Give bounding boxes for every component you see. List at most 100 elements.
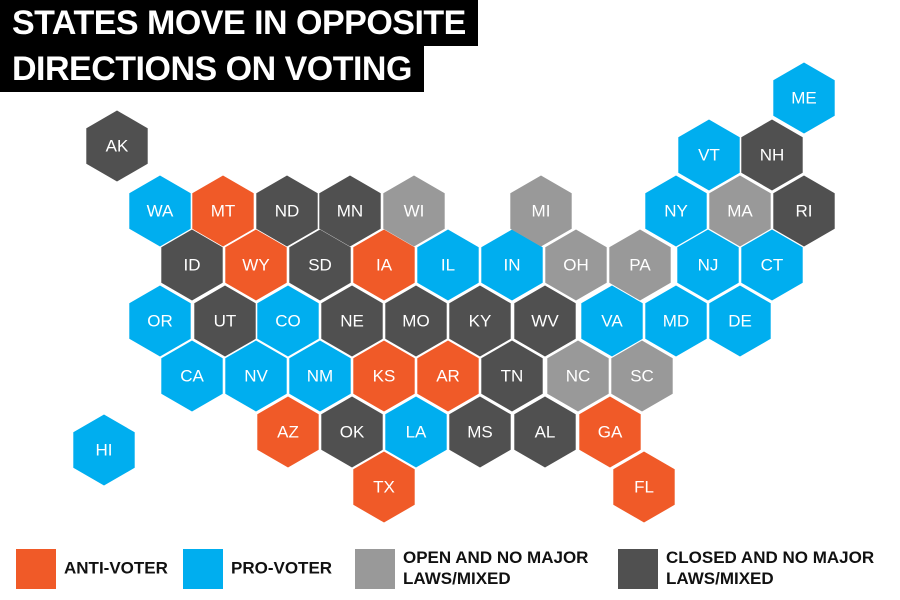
- state-label: WI: [404, 201, 425, 220]
- state-label: AL: [535, 422, 556, 441]
- state-hex: [773, 175, 835, 247]
- state-hex: [321, 285, 383, 357]
- state-hex: [613, 451, 675, 523]
- state-label: NJ: [698, 255, 719, 274]
- state-label: RI: [796, 201, 813, 220]
- state-hex: [609, 229, 671, 301]
- state-label: CT: [761, 255, 784, 274]
- state-hex: [353, 229, 415, 301]
- state-hex: [129, 175, 191, 247]
- state-hex: [353, 340, 415, 412]
- state-hex: [194, 285, 256, 357]
- state-hex: [449, 396, 511, 468]
- state-label: FL: [634, 477, 654, 496]
- state-label: OK: [340, 422, 365, 441]
- state-hex: [611, 340, 673, 412]
- state-label: GA: [598, 422, 623, 441]
- state-label: PA: [629, 255, 651, 274]
- state-label: MA: [727, 201, 753, 220]
- legend-label: PRO-VOTER: [231, 558, 332, 577]
- state-label: OR: [147, 311, 173, 330]
- state-hex: [547, 340, 609, 412]
- state-hex: [645, 175, 707, 247]
- legend-swatch: [355, 549, 395, 589]
- state-label: MT: [211, 201, 236, 220]
- state-label: LA: [406, 422, 427, 441]
- state-label: AK: [106, 136, 129, 155]
- state-label: UT: [214, 311, 237, 330]
- state-hex: [383, 175, 445, 247]
- state-label: VT: [698, 145, 720, 164]
- state-hex: [481, 340, 543, 412]
- state-label: IN: [504, 255, 521, 274]
- state-hex: [514, 396, 576, 468]
- state-hex: [321, 396, 383, 468]
- state-hex: [645, 285, 707, 357]
- state-label: AR: [436, 366, 460, 385]
- state-hex: [741, 229, 803, 301]
- state-hex: [579, 396, 641, 468]
- state-label: WV: [531, 311, 559, 330]
- state-label: ME: [791, 88, 817, 107]
- state-label: CA: [180, 366, 204, 385]
- state-label: MS: [467, 422, 493, 441]
- state-hex: [257, 285, 319, 357]
- state-hex: [161, 340, 223, 412]
- state-hex: [353, 451, 415, 523]
- legend-swatch: [16, 549, 56, 589]
- legend-swatch: [183, 549, 223, 589]
- state-hex: [510, 175, 572, 247]
- state-hex: [385, 396, 447, 468]
- state-label: SD: [308, 255, 332, 274]
- state-label: IA: [376, 255, 393, 274]
- title-line: STATES MOVE IN OPPOSITE: [0, 0, 478, 46]
- state-label: VA: [601, 311, 623, 330]
- state-label: ND: [275, 201, 300, 220]
- title-line: DIRECTIONS ON VOTING: [0, 46, 424, 92]
- state-label: NY: [664, 201, 688, 220]
- state-hex: [677, 229, 739, 301]
- state-label: KY: [469, 311, 492, 330]
- state-hex: [161, 229, 223, 301]
- state-hex: [514, 285, 576, 357]
- state-label: NM: [307, 366, 333, 385]
- state-hex: [417, 229, 479, 301]
- legend-label: ANTI-VOTER: [64, 558, 168, 577]
- state-label: HI: [96, 440, 113, 459]
- state-hex: [289, 229, 351, 301]
- state-label: TX: [373, 477, 395, 496]
- state-hex: [773, 62, 835, 134]
- state-hex: [192, 175, 254, 247]
- legend-label: OPEN AND NO MAJOR: [403, 548, 588, 567]
- state-hex: [289, 340, 351, 412]
- state-hex: [709, 285, 771, 357]
- state-hex: [256, 175, 318, 247]
- state-label: WY: [242, 255, 269, 274]
- state-label: OH: [563, 255, 589, 274]
- state-label: MD: [663, 311, 689, 330]
- state-hex: [581, 285, 643, 357]
- state-hex: [741, 119, 803, 191]
- state-label: MN: [337, 201, 363, 220]
- state-hex: [545, 229, 607, 301]
- state-hex: [129, 285, 191, 357]
- state-hex: [86, 110, 148, 182]
- state-label: KS: [373, 366, 396, 385]
- state-label: ID: [184, 255, 201, 274]
- state-hex: [385, 285, 447, 357]
- state-label: NE: [340, 311, 364, 330]
- legend-label: LAWS/MIXED: [666, 569, 774, 588]
- state-hex: [481, 229, 543, 301]
- state-hex: [449, 285, 511, 357]
- state-hex: [417, 340, 479, 412]
- state-hex: [709, 175, 771, 247]
- state-hex: [319, 175, 381, 247]
- state-label: WA: [147, 201, 174, 220]
- state-label: NC: [566, 366, 591, 385]
- state-hex: [225, 340, 287, 412]
- state-label: DE: [728, 311, 752, 330]
- state-label: CO: [275, 311, 301, 330]
- state-label: IL: [441, 255, 455, 274]
